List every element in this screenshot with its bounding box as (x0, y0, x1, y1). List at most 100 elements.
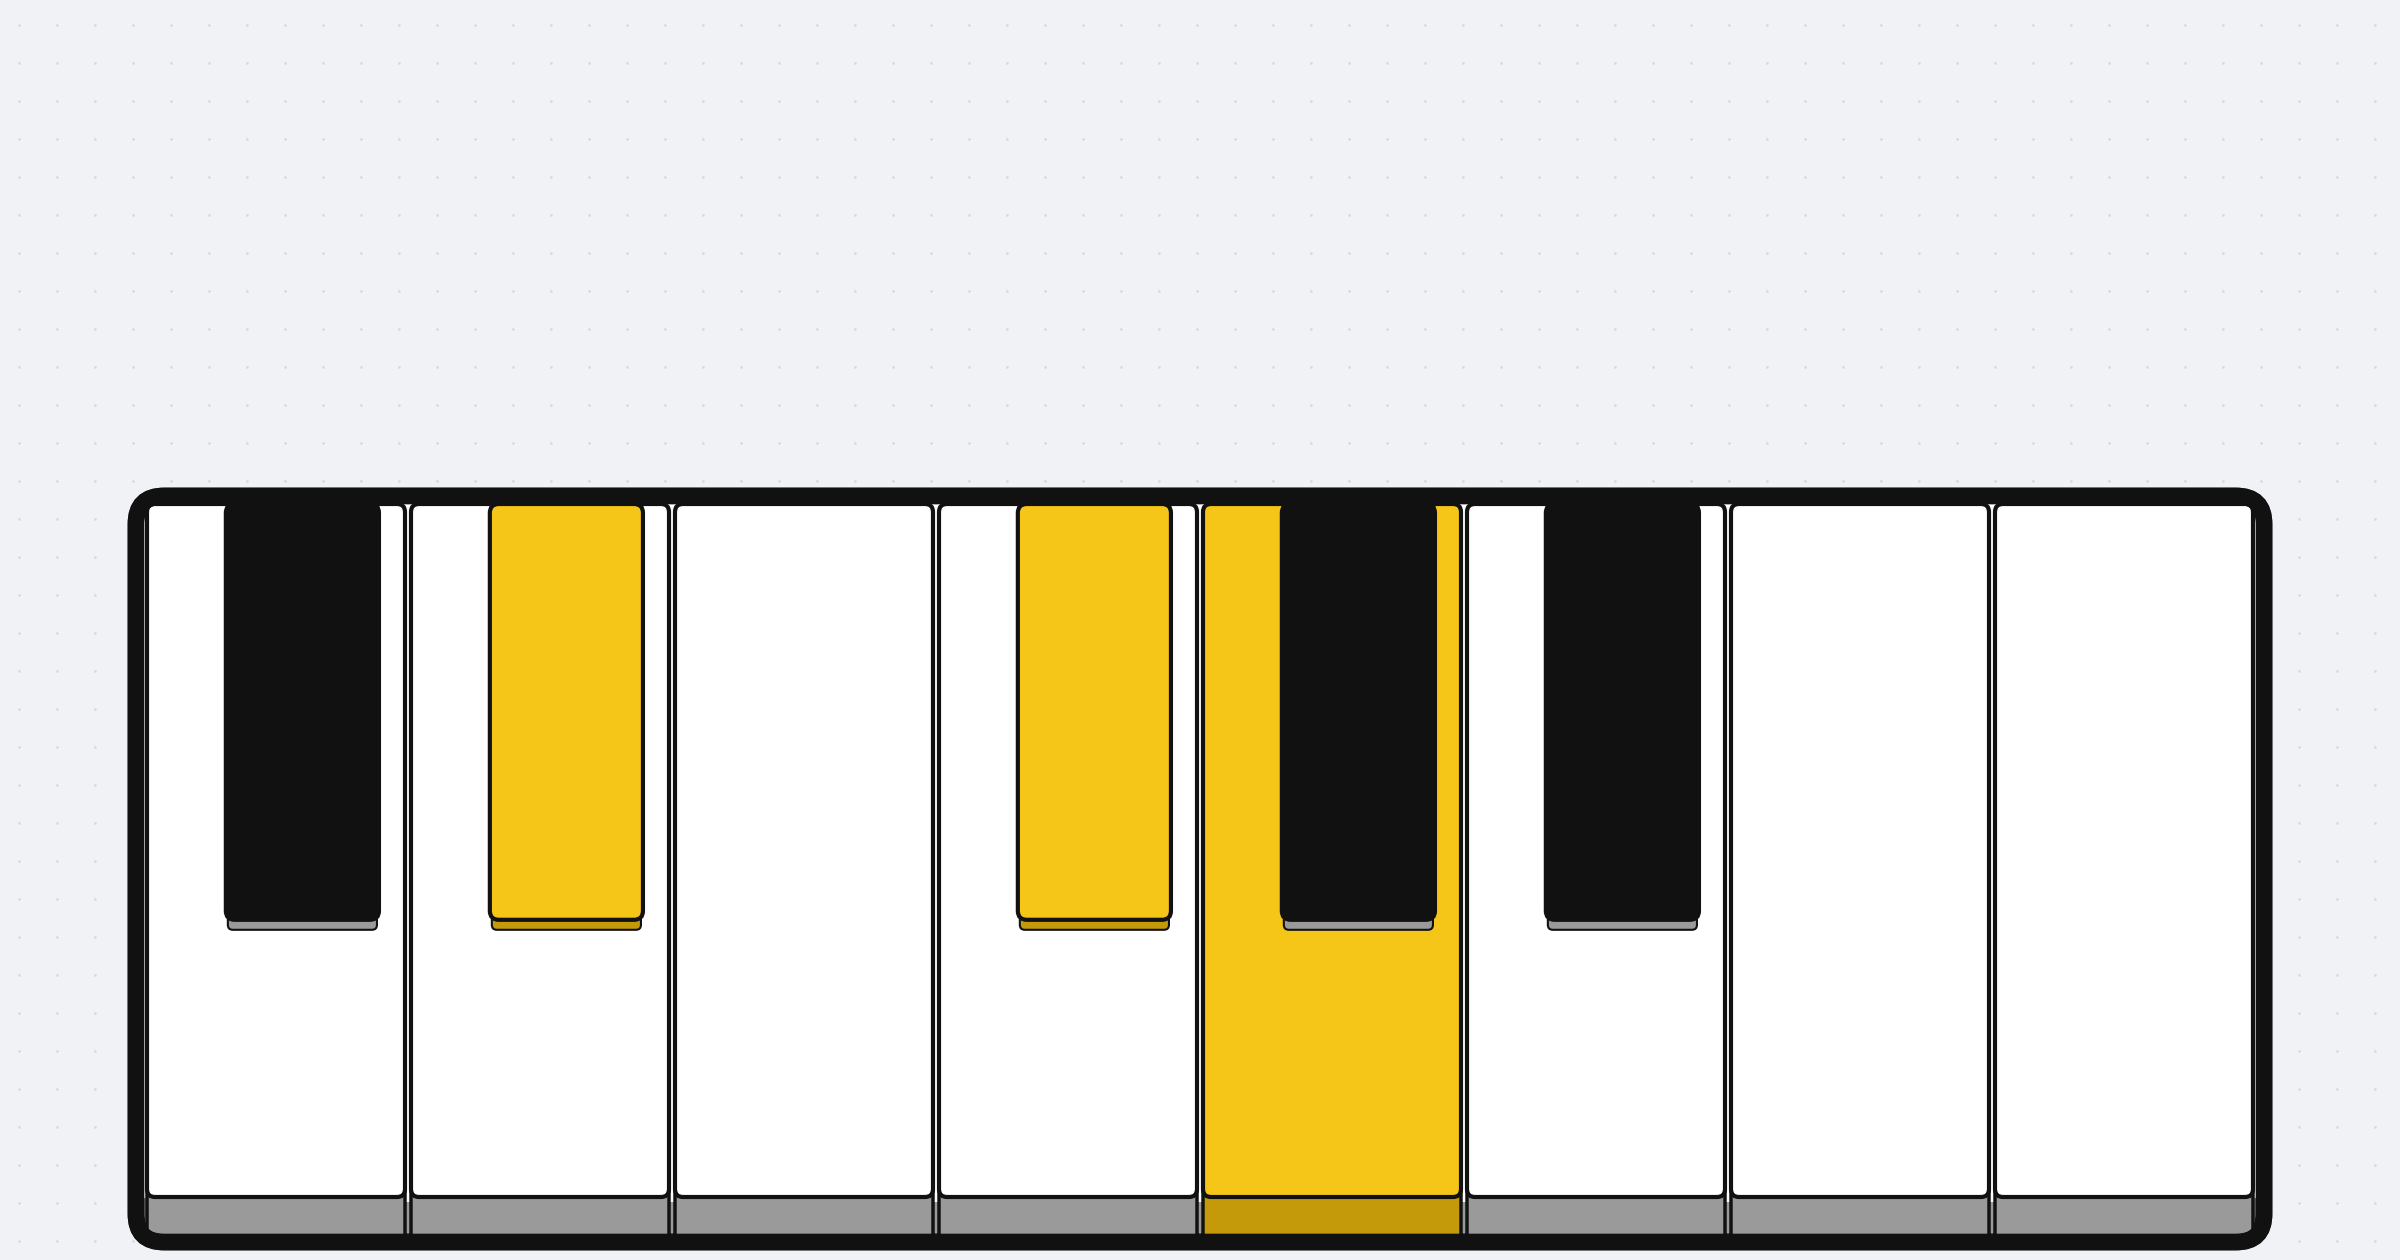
Point (1178, 585, 1217, 605)
Point (835, 357, 874, 377)
Point (1824, 1155, 1862, 1176)
Point (1862, 205, 1901, 226)
Point (38, 1231, 77, 1251)
Point (305, 53, 343, 73)
Point (989, 927, 1027, 948)
Point (2014, 509, 2052, 529)
Point (2014, 850, 2052, 871)
Point (379, 1155, 418, 1176)
Point (1102, 166, 1140, 186)
Point (2280, 1193, 2318, 1213)
Point (1709, 1041, 1747, 1061)
Point (341, 357, 379, 377)
Point (2129, 15, 2167, 35)
Point (1445, 813, 1483, 833)
Point (533, 775, 571, 795)
Point (1291, 585, 1330, 605)
Point (607, 888, 646, 908)
Point (0, 585, 38, 605)
Point (797, 1155, 835, 1176)
Point (2090, 1231, 2129, 1251)
Point (2203, 1003, 2242, 1023)
Point (341, 622, 379, 643)
Point (950, 129, 989, 149)
Point (151, 471, 190, 491)
Point (2318, 129, 2357, 149)
Point (797, 394, 835, 415)
Point (266, 53, 305, 73)
Point (1291, 1193, 1330, 1213)
Point (874, 585, 912, 605)
Point (1330, 1079, 1368, 1099)
Point (190, 547, 228, 567)
Point (305, 357, 343, 377)
Point (1519, 129, 1558, 149)
Point (38, 394, 77, 415)
Point (1445, 433, 1483, 454)
Point (1291, 927, 1330, 948)
Point (1291, 357, 1330, 377)
Point (494, 509, 533, 529)
Point (113, 1155, 151, 1176)
FancyBboxPatch shape (1730, 504, 1990, 1197)
Point (1025, 471, 1063, 491)
Point (874, 509, 912, 529)
Point (1481, 357, 1519, 377)
Point (1862, 662, 1901, 682)
Point (1937, 1079, 1975, 1099)
Point (607, 15, 646, 35)
Point (151, 166, 190, 186)
Point (341, 205, 379, 226)
Point (2052, 699, 2090, 719)
Point (1217, 243, 1255, 263)
Point (1330, 471, 1368, 491)
Point (1519, 205, 1558, 226)
Point (1102, 547, 1140, 567)
Point (1445, 394, 1483, 415)
Point (1102, 15, 1140, 35)
Point (1673, 15, 1711, 35)
Point (761, 1116, 799, 1137)
Point (912, 509, 950, 529)
Point (494, 699, 533, 719)
Point (2165, 166, 2203, 186)
Point (494, 662, 533, 682)
Point (494, 1231, 533, 1251)
Point (835, 243, 874, 263)
Point (1178, 243, 1217, 263)
Point (1519, 699, 1558, 719)
Point (1063, 1041, 1102, 1061)
Point (2090, 737, 2129, 757)
Point (1824, 166, 1862, 186)
Point (113, 1116, 151, 1137)
Point (1253, 471, 1291, 491)
Point (1519, 585, 1558, 605)
Point (2090, 662, 2129, 682)
Point (228, 281, 266, 301)
Point (77, 1116, 115, 1137)
Point (418, 471, 456, 491)
Point (0, 243, 38, 263)
Point (761, 965, 799, 985)
Point (305, 394, 343, 415)
Point (989, 1041, 1027, 1061)
Point (2242, 585, 2280, 605)
Point (456, 166, 494, 186)
Point (1368, 547, 1406, 567)
Point (797, 281, 835, 301)
Point (2203, 850, 2242, 871)
Point (1140, 357, 1178, 377)
Point (2280, 850, 2318, 871)
Point (1481, 662, 1519, 682)
Point (1596, 357, 1634, 377)
Point (341, 1041, 379, 1061)
Point (2014, 205, 2052, 226)
Point (2203, 699, 2242, 719)
Point (1901, 509, 1939, 529)
Point (1634, 357, 1673, 377)
Point (2242, 319, 2280, 339)
Point (1025, 888, 1063, 908)
Point (1368, 850, 1406, 871)
Point (305, 737, 343, 757)
Point (646, 813, 684, 833)
